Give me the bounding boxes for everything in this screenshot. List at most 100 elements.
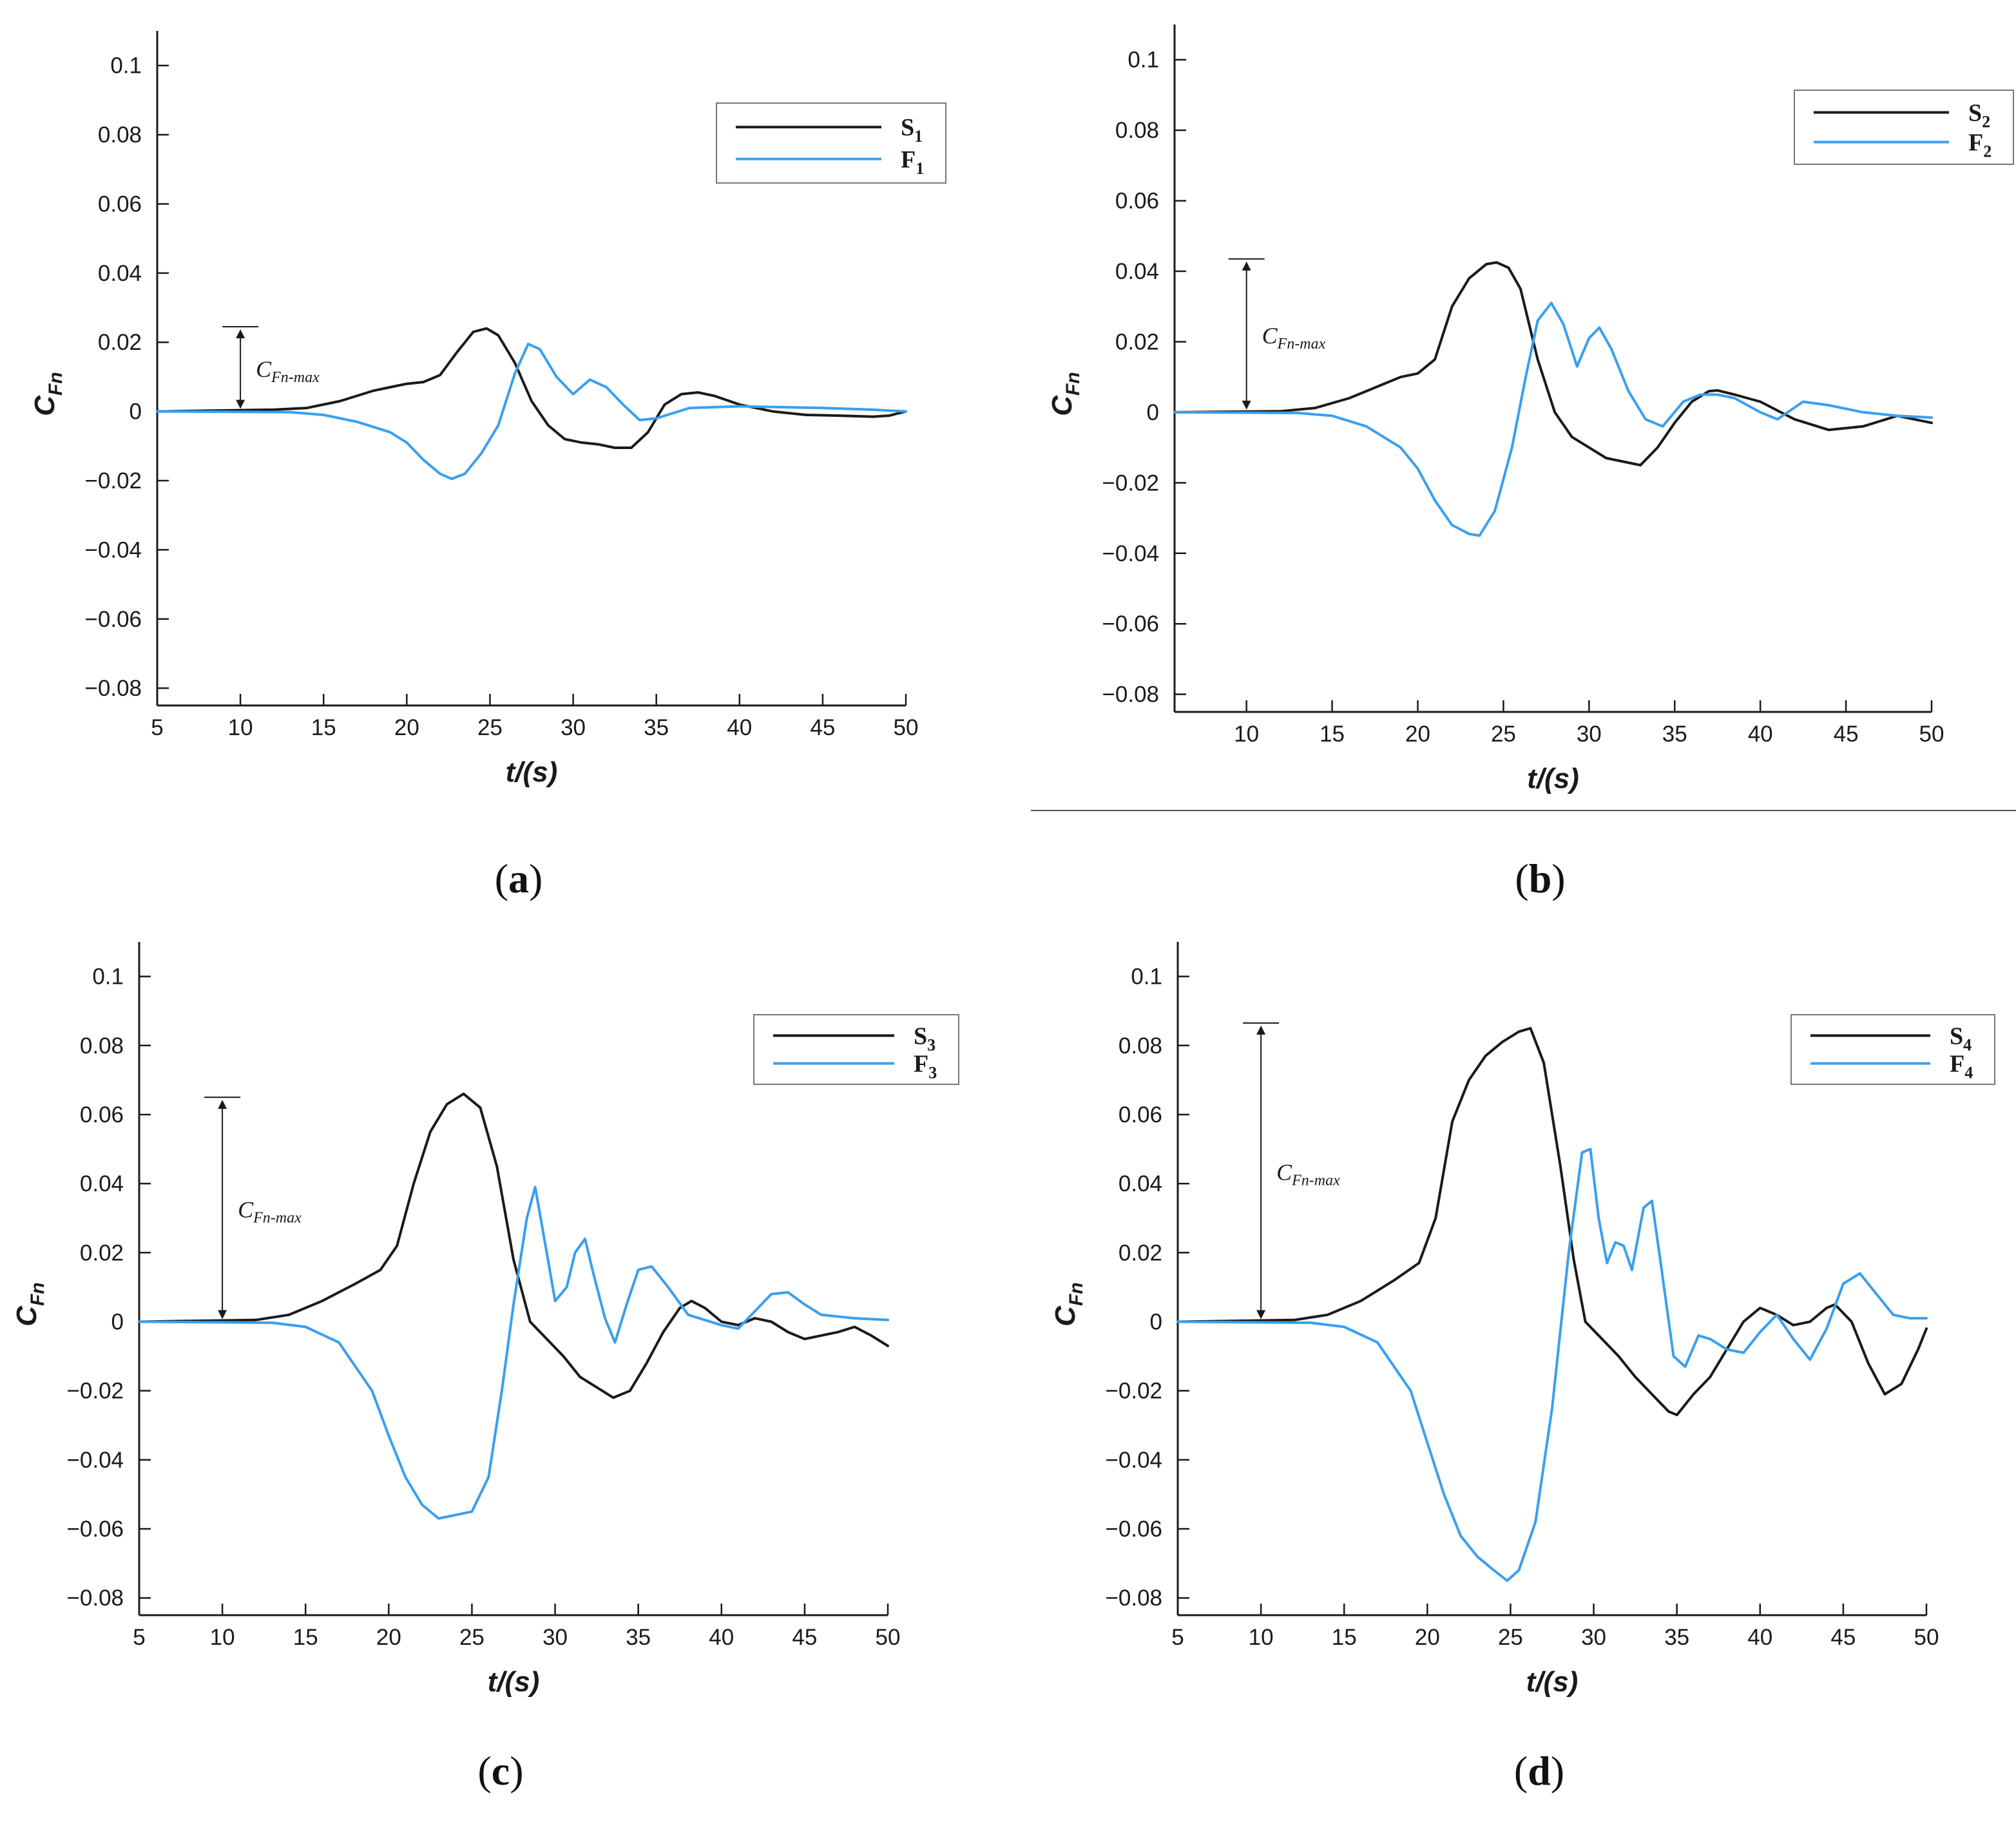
x-tick-label: 35 (1664, 1625, 1689, 1650)
x-tick-label: 40 (1748, 722, 1773, 747)
x-tick-label: 10 (1234, 722, 1259, 747)
y-tick-label: 0.04 (1118, 1171, 1162, 1196)
x-tick-label: 30 (542, 1625, 568, 1650)
panel-label-open: ( (477, 1748, 491, 1794)
y-tick-label: 0.06 (1115, 189, 1159, 214)
legend-label-sub: 1 (914, 127, 923, 146)
series-line-f3 (138, 1185, 889, 1520)
y-tick-label: 0.06 (80, 1102, 124, 1127)
y-tick-label: −0.02 (66, 1379, 124, 1404)
y-tick-label: −0.04 (84, 537, 142, 562)
panel-label: (d) (1514, 1748, 1564, 1794)
y-tick-label: 0.04 (1115, 259, 1159, 284)
y-tick-label: 0.1 (1128, 48, 1159, 73)
y-tick-label: 0.02 (80, 1240, 124, 1265)
x-tick-label: 5 (1171, 1625, 1184, 1650)
panel-label-close: ) (510, 1748, 523, 1794)
chart-panel-c: −0.08 −0.06 −0.04 −0.02 0 0.02 0.04 0.06 0.08 0.1… (11, 942, 959, 1794)
legend-box (753, 1014, 959, 1085)
x-tick-label: 15 (311, 715, 336, 740)
legend-box (716, 102, 946, 184)
x-tick-label: 45 (810, 715, 835, 740)
y-axis-title: CFn (11, 1282, 48, 1326)
x-tick-label: 10 (210, 1625, 235, 1650)
annotation-label-sub: Fn-max (253, 1209, 302, 1226)
legend-label-s2: S2 (1968, 100, 1990, 131)
y-tick-label: 0.08 (98, 122, 142, 148)
panel-label-open: ( (1515, 856, 1528, 901)
panel-label-open: ( (1514, 1748, 1528, 1794)
x-tick-label: 5 (151, 715, 163, 740)
legend-label-main: F (914, 1051, 928, 1078)
panel-label-letter: c (492, 1748, 510, 1794)
legend-label-s3: S3 (914, 1022, 936, 1054)
legend-label-main: F (1968, 129, 1983, 157)
cfn-max-annotation: CFn-max (1243, 1022, 1340, 1319)
y-tick-label: 0.1 (110, 53, 142, 79)
x-tick-label: 25 (1491, 722, 1516, 747)
x-tick-label: 30 (1577, 722, 1602, 747)
annotation-label: CFn-max (1276, 1160, 1340, 1189)
y-axis-title-main: C (1046, 395, 1078, 416)
series-line-f1 (156, 342, 907, 481)
y-tick-label: 0.06 (1118, 1102, 1162, 1127)
x-tick-label: 40 (727, 715, 752, 740)
x-tick-label: 50 (894, 715, 919, 740)
y-axis-title-main: C (11, 1305, 43, 1327)
y-axis-title-sub: Fn (1066, 1282, 1087, 1306)
y-tick-label: −0.04 (1105, 1448, 1162, 1473)
x-tick-label: 45 (792, 1625, 817, 1650)
y-tick-label: 0.02 (1118, 1240, 1162, 1265)
x-axis-title: t/(s) (1527, 763, 1579, 794)
panel-label: (c) (477, 1748, 523, 1794)
series-line-s1 (156, 327, 907, 449)
panel-label-open: ( (495, 856, 508, 901)
panel-label: (a) (495, 856, 543, 901)
y-axis-title-main: C (29, 395, 61, 416)
annotation-label: CFn-max (1262, 323, 1326, 352)
x-tick-label: 45 (1830, 1625, 1856, 1650)
y-tick-label: 0 (1150, 1309, 1162, 1334)
legend-label-sub: 1 (916, 159, 924, 178)
legend-label-f1: F1 (901, 146, 924, 178)
annotation-arrowhead-up (1256, 1025, 1266, 1035)
annotation-arrowhead-down (1256, 1310, 1266, 1319)
x-tick-label: 50 (1919, 722, 1944, 747)
y-tick-label: 0.02 (1115, 329, 1159, 354)
annotation-label-sub: Fn-max (1291, 1173, 1340, 1189)
x-tick-label: 35 (644, 715, 669, 740)
y-tick-label: 0.1 (92, 964, 124, 990)
series-line-f2 (1173, 302, 1933, 537)
panel-label: (b) (1515, 856, 1565, 901)
panel-label-close: ) (1551, 1748, 1564, 1794)
x-tick-label: 35 (1662, 722, 1687, 747)
panel-label-letter: b (1529, 856, 1552, 901)
x-tick-label: 20 (1405, 722, 1430, 747)
chart-panel-b: −0.08 −0.06 −0.04 −0.02 0 0.02 0.04 0.06 0.08 0.1… (1046, 24, 2014, 901)
x-axis-title: t/(s) (488, 1666, 540, 1698)
x-tick-label: 25 (477, 715, 503, 740)
y-tick-label: 0.02 (98, 330, 142, 355)
legend-label-main: S (1950, 1022, 1963, 1050)
y-tick-label: −0.08 (66, 1586, 124, 1611)
y-tick-label: −0.06 (84, 607, 142, 632)
x-tick-label: 15 (1332, 1625, 1357, 1650)
x-tick-label: 20 (376, 1625, 401, 1650)
x-tick-label: 30 (1581, 1625, 1606, 1650)
y-axis-title-sub: Fn (45, 372, 66, 396)
y-tick-label: 0.04 (80, 1171, 124, 1196)
legend-box (1790, 1014, 1995, 1085)
annotation-arrowhead-down (218, 1310, 227, 1319)
x-tick-label: 25 (1498, 1625, 1523, 1650)
legend-label-sub: 2 (1982, 113, 1990, 131)
legend-label-sub: 3 (928, 1064, 937, 1082)
x-tick-label: 40 (1747, 1625, 1772, 1650)
legend-label-f3: F3 (914, 1051, 937, 1082)
legend-label-s4: S4 (1950, 1022, 1972, 1054)
y-tick-label: 0 (111, 1309, 124, 1334)
annotation-arrowhead-up (236, 329, 245, 339)
series-line-s4 (1176, 1027, 1928, 1417)
